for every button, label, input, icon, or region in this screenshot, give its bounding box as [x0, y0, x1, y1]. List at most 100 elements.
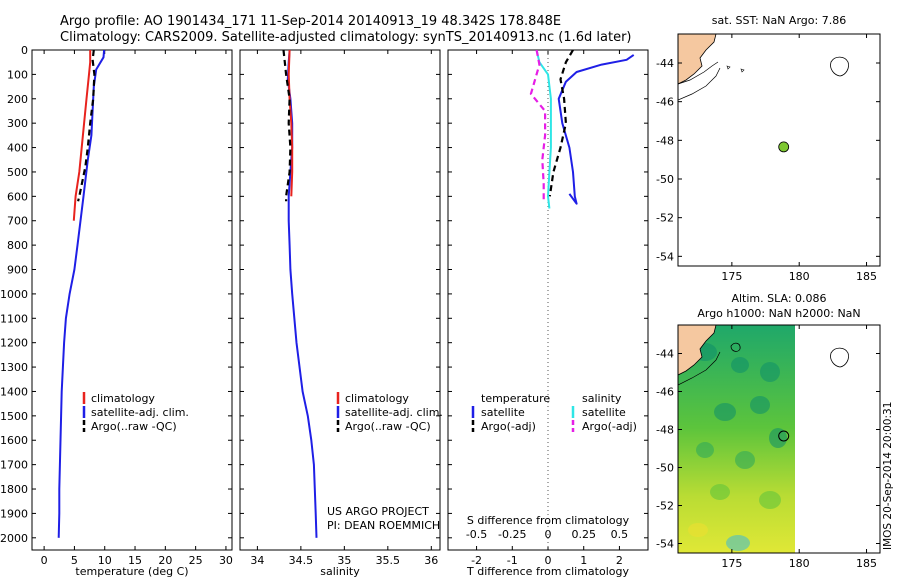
legend-label-climatology: climatology	[345, 392, 409, 405]
bathymetry-contour	[678, 351, 721, 386]
coastline-contour	[678, 61, 719, 85]
legend-header-temperature: temperature	[481, 392, 550, 405]
x-tick-label: 35.5	[376, 554, 401, 567]
sst-map-area	[678, 34, 880, 266]
legend-label-s-satellite: satellite	[582, 406, 626, 419]
depth-tick-label: 1000	[0, 288, 28, 301]
x-tick-label: 36	[424, 554, 438, 567]
x-tick-label: 34	[250, 554, 264, 567]
sla-lat-tick-label: -54	[656, 538, 674, 551]
temperature-series-group	[57, 50, 106, 538]
depth-tick-label: 900	[7, 264, 28, 277]
series-layer	[57, 50, 635, 538]
difference-legend: temperature salinity satellite Argo(-adj…	[471, 392, 637, 433]
sla-lon-tick-label: 180	[789, 557, 810, 570]
temperature-series-argo-raw-qc-	[77, 50, 96, 202]
sla-lat-tick-label: -46	[656, 386, 674, 399]
x-tick-label: 25	[189, 554, 203, 567]
salinity-series-argo-raw-qc-	[282, 50, 292, 202]
depth-tick-label: 300	[7, 117, 28, 130]
x-tick-label: -1	[507, 554, 518, 567]
difference-series-salinity-satellite	[535, 50, 552, 209]
depth-tick-label: 1800	[0, 483, 28, 496]
depth-tick-label: 100	[7, 68, 28, 81]
x-tick-label: 10	[98, 554, 112, 567]
temperature-panel	[31, 49, 233, 551]
temperature-legend: climatology satellite-adj. clim. Argo(..…	[82, 392, 189, 433]
sla-lat-tick-label: -50	[656, 462, 674, 475]
sst-lat-tick-label: -50	[656, 173, 674, 186]
sla-map-area	[678, 325, 880, 553]
difference-series-temperature-argo-adj-	[548, 50, 574, 197]
depth-tick-label: 1100	[0, 312, 28, 325]
depth-tick-label: 1400	[0, 385, 28, 398]
x-tick-label: 35	[337, 554, 351, 567]
temperature-series-satellite-adj-clim-	[57, 50, 106, 538]
salinity-legend: climatology satellite-adj. clim. Argo(..…	[336, 392, 443, 433]
sst-lon-tick-label: 180	[789, 270, 810, 283]
legend-label-satellite: satellite-adj. clim.	[345, 406, 443, 419]
temperature-series-climatology	[72, 50, 92, 221]
t-difference-xlabel: T difference from climatology	[466, 565, 629, 578]
x-tick-label: 34.5	[289, 554, 314, 567]
sla-map-title-line1: Altim. SLA: 0.086	[731, 292, 826, 305]
sla-lon-tick-label: 175	[721, 557, 742, 570]
x-tick-label: 0	[41, 554, 48, 567]
s-diff-tick-label: -0.5	[466, 528, 487, 541]
x-tick-label: 5	[71, 554, 78, 567]
sla-map-frame	[677, 324, 881, 554]
axes-layer: 0100200300400500600700800900100011001200…	[0, 44, 648, 567]
difference-series-temperature-satellite	[557, 54, 635, 205]
x-tick-label: 0	[545, 554, 552, 567]
legend-label-s-argo: Argo(-adj)	[582, 420, 637, 433]
depth-tick-label: 1300	[0, 361, 28, 374]
legend-label-argo: Argo(..raw -QC)	[345, 420, 431, 433]
x-tick-label: 1	[580, 554, 587, 567]
depth-tick-label: 200	[7, 93, 28, 106]
islet-contour	[740, 68, 745, 73]
legend-label-t-argo: Argo(-adj)	[481, 420, 536, 433]
depth-tick-label: 1700	[0, 459, 28, 472]
float-position-marker	[778, 430, 790, 442]
depth-tick-label: 1900	[0, 507, 28, 520]
depth-tick-label: 400	[7, 142, 28, 155]
sst-lat-tick-label: -54	[656, 250, 674, 263]
salinity-series-group	[282, 50, 318, 538]
x-tick-label: -2	[471, 554, 482, 567]
s-difference-xlabel: S difference from climatology	[467, 514, 630, 527]
x-tick-label: 15	[128, 554, 142, 567]
land-mass	[678, 325, 717, 376]
bathymetry-contour	[678, 67, 721, 101]
legend-label-climatology: climatology	[91, 392, 155, 405]
island-contour	[830, 56, 849, 77]
depth-tick-label: 1600	[0, 434, 28, 447]
figure-title-line1: Argo profile: AO 1901434_171 11-Sep-2014…	[60, 14, 561, 29]
sla-lat-tick-label: -48	[656, 424, 674, 437]
sst-lon-tick-label: 175	[721, 270, 742, 283]
sla-lon-tick-label: 185	[856, 557, 877, 570]
legend-label-argo: Argo(..raw -QC)	[91, 420, 177, 433]
map-axes-layer: 175 180 185 -44 -46 -48 -50 -52 -54 175 180 185 -44 -…	[656, 34, 880, 570]
land-mass	[678, 34, 717, 85]
figure-title-line2: Climatology: CARS2009. Satellite-adjuste…	[60, 30, 632, 45]
salinity-series-climatology	[287, 50, 294, 197]
salinity-xlabel: salinity	[320, 565, 360, 578]
sla-lat-tick-label: -44	[656, 348, 674, 361]
sst-map-frame	[677, 33, 881, 267]
depth-tick-label: 500	[7, 166, 28, 179]
salinity-panel	[239, 49, 441, 551]
depth-tick-label: 1500	[0, 410, 28, 423]
s-diff-tick-label: 0.5	[611, 528, 629, 541]
s-diff-tick-label: 0.25	[571, 528, 596, 541]
sst-map-title: sat. SST: NaN Argo: 7.86	[712, 14, 846, 27]
legend-header-salinity: salinity	[582, 392, 622, 405]
x-tick-label: 2	[616, 554, 623, 567]
sst-lon-tick-label: 185	[856, 270, 877, 283]
pi-annotation: PI: DEAN ROEMMICH	[327, 519, 440, 532]
island-contour	[830, 347, 849, 368]
sst-lat-tick-label: -52	[656, 212, 674, 225]
sst-lat-tick-label: -46	[656, 96, 674, 109]
sla-lat-tick-label: -52	[656, 500, 674, 513]
islet-contour	[730, 342, 741, 352]
